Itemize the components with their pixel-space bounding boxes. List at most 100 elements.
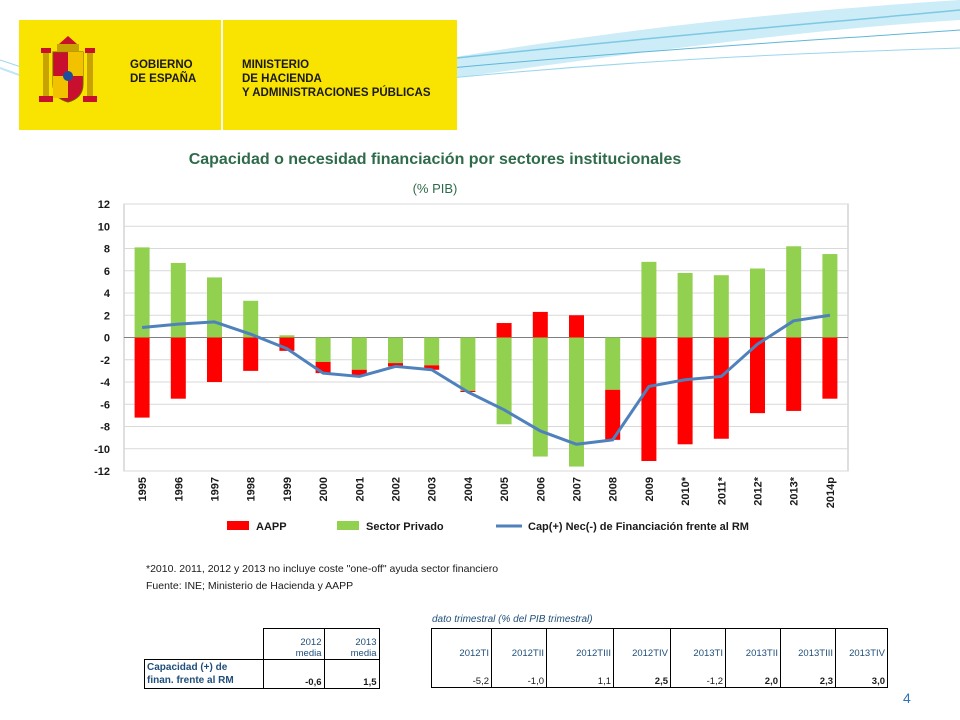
bar-aapp <box>532 311 548 338</box>
chart-subtitle: (% PIB) <box>412 181 458 196</box>
x-tick-label: 1996 <box>173 477 185 501</box>
quarter-value: -1,0 <box>491 659 547 688</box>
footnote-source: Fuente: INE; Ministerio de Hacienda y AA… <box>146 580 354 592</box>
bar-sector-privado <box>750 268 765 338</box>
table-caption: dato trimestral (% del PIB trimestral) <box>432 614 593 625</box>
bar-aapp <box>134 337 150 418</box>
footnote-note: *2010. 2011, 2012 y 2013 no incluye cost… <box>146 563 499 575</box>
quarter-value: -5,2 <box>431 659 492 688</box>
bar-sector-privado <box>496 337 512 425</box>
bar-sector-privado <box>641 261 657 338</box>
y-tick-label: -8 <box>100 422 110 434</box>
x-tick-label: 1999 <box>282 477 294 501</box>
annual-table: 2012 media 2013 media Capacidad (+) de fina… <box>144 628 380 689</box>
bar-aapp <box>605 389 621 440</box>
x-tick-label: 2013* <box>789 476 801 505</box>
quarter-header: 2013TI <box>670 628 726 659</box>
bar-sector-privado <box>207 277 222 338</box>
bar-sector-privado <box>388 337 403 364</box>
ministry-name: MINISTERIO DE HACIENDA Y ADMINISTRACIONE… <box>242 59 431 99</box>
x-tick-label: 1997 <box>210 477 222 501</box>
bar-aapp <box>388 363 403 367</box>
bar-aapp <box>750 337 765 414</box>
x-tick-label: 2007 <box>572 477 584 501</box>
bar-aapp <box>243 337 259 371</box>
y-tick-label: -4 <box>100 377 111 389</box>
x-tick-label: 2011* <box>716 476 728 505</box>
annual-header: 2013 media <box>324 628 380 660</box>
bar-aapp <box>315 361 331 374</box>
legend-swatch-sector-privado <box>337 521 359 530</box>
legend-label-sector-privado: Sector Privado <box>366 521 444 533</box>
bar-sector-privado <box>243 300 259 338</box>
page-number: 4 <box>903 690 911 706</box>
government-logo: GOBIERNO DE ESPAÑA MINISTERIO DE HACIEND… <box>19 20 457 130</box>
y-tick-label: 4 <box>104 288 111 300</box>
y-tick-label: 10 <box>98 221 110 233</box>
x-tick-label: 1995 <box>137 477 149 501</box>
annual-header: 2012 media <box>262 628 325 660</box>
quarter-header: 2012TIII <box>546 628 614 659</box>
bar-sector-privado <box>170 262 186 338</box>
annual-value: 1,5 <box>324 659 380 689</box>
y-tick-label: 0 <box>104 333 110 345</box>
chart-title: Capacidad o necesidad financiación por s… <box>188 151 682 168</box>
y-tick-label: 2 <box>104 310 110 322</box>
bar-sector-privado <box>315 337 331 362</box>
quarter-header: 2013TII <box>725 628 781 659</box>
quarter-value: 2,0 <box>725 659 781 688</box>
bar-sector-privado <box>351 337 367 370</box>
bar-aapp <box>207 337 222 382</box>
x-tick-label: 2005 <box>499 477 511 501</box>
bar-sector-privado <box>424 337 440 366</box>
bar-aapp <box>496 323 512 338</box>
y-tick-label: 6 <box>104 266 110 278</box>
quarter-value: -1,2 <box>670 659 726 688</box>
coat-of-arms-icon <box>39 36 97 103</box>
bar-sector-privado <box>786 246 802 338</box>
x-tick-label: 1998 <box>246 477 258 501</box>
quarter-header: 2013TIII <box>780 628 836 659</box>
bar-aapp <box>822 337 838 399</box>
bar-sector-privado <box>460 337 476 391</box>
bar-aapp <box>170 337 186 399</box>
bar-aapp <box>351 369 367 376</box>
line-cap-nec-financiacion <box>141 313 831 446</box>
x-tick-label: 2002 <box>391 477 403 501</box>
government-name: GOBIERNO DE ESPAÑA <box>130 59 197 85</box>
bar-sector-privado <box>532 337 548 457</box>
financing-chart: -12 -10 -8 -6 -4 -2 0 2 4 6 8 10 12 1995 1996 1997 1998 1… <box>94 199 849 533</box>
x-tick-label: 2014p <box>825 477 837 508</box>
legend-swatch-aapp <box>227 521 249 530</box>
y-tick-label: 12 <box>98 199 110 211</box>
bar-sector-privado <box>822 254 838 338</box>
quarter-value: 2,5 <box>613 659 671 688</box>
quarter-value: 1,1 <box>546 659 614 688</box>
legend-label-line: Cap(+) Nec(-) de Financiación frente al … <box>528 521 749 533</box>
quarterly-table: 2012TI 2012TII 2012TIII 2012TIV 2013TI 2… <box>431 628 888 688</box>
quarter-header: 2012TII <box>491 628 547 659</box>
x-tick-label: 2000 <box>318 477 330 501</box>
bar-sector-privado <box>279 335 295 338</box>
quarter-header: 2012TI <box>431 628 492 659</box>
logo-divider <box>221 20 223 130</box>
bar-aapp <box>641 337 657 461</box>
bar-aapp <box>713 337 729 439</box>
y-tick-label: -2 <box>100 355 110 367</box>
row-label: Capacidad (+) de finan. frente al RM <box>144 659 263 689</box>
x-tick-label: 2001 <box>354 477 366 501</box>
bar-sector-privado <box>713 275 729 338</box>
x-tick-label: 2006 <box>535 477 547 501</box>
bar-aapp <box>569 315 584 338</box>
bar-sector-privado <box>134 247 150 338</box>
quarter-value: 3,0 <box>835 659 888 688</box>
x-tick-label: 2012* <box>753 476 765 505</box>
x-tick-label: 2003 <box>427 477 439 501</box>
x-tick-label: 2010* <box>680 476 692 505</box>
bar-sector-privado <box>677 272 693 338</box>
bar-aapp <box>677 337 693 445</box>
y-tick-label: 8 <box>104 244 110 256</box>
bar-aapp <box>786 337 802 411</box>
legend-label-aapp: AAPP <box>256 521 287 533</box>
bar-sector-privado <box>569 337 584 467</box>
